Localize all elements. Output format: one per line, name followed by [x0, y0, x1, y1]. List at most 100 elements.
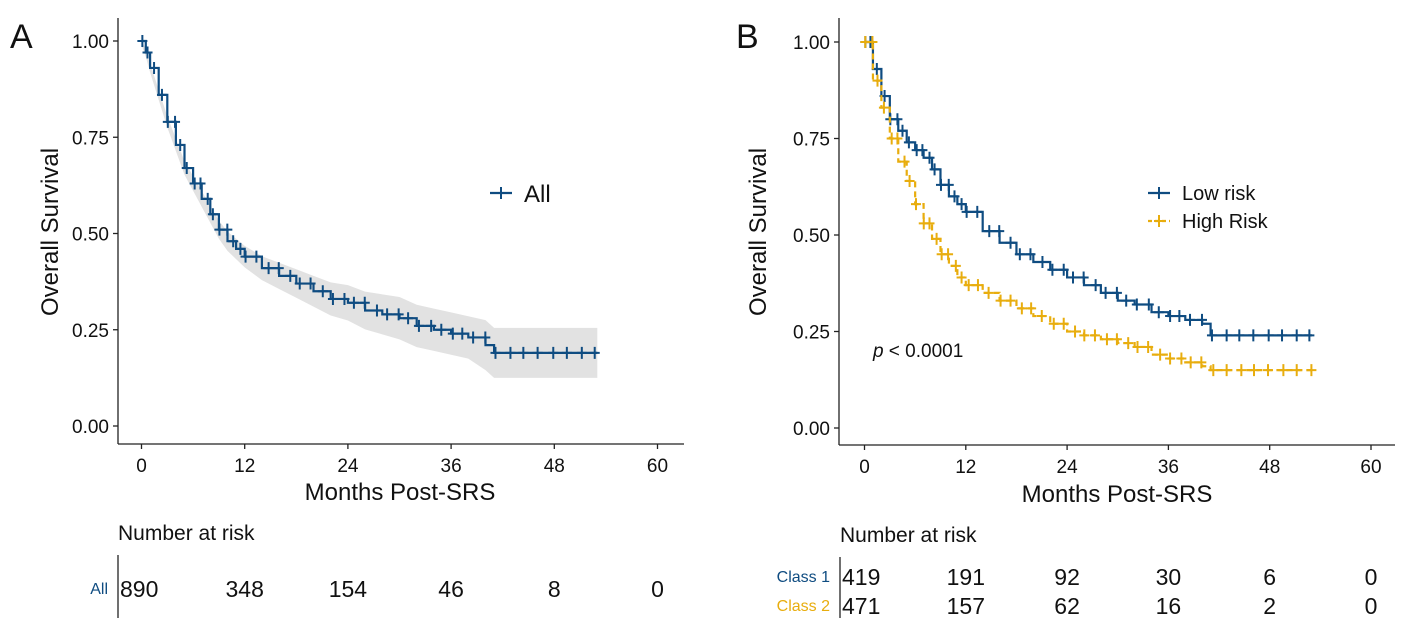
x-tick-label: 36 — [441, 456, 462, 477]
censor-mark — [1047, 263, 1058, 276]
censor-mark — [910, 198, 921, 211]
censor-mark — [1304, 329, 1315, 342]
censor-mark — [950, 259, 961, 272]
y-tick-label: 0.75 — [793, 130, 830, 151]
censor-mark — [1131, 298, 1142, 311]
y-tick-label: 0.25 — [72, 321, 109, 342]
censor-mark — [561, 346, 572, 359]
censor-mark — [490, 346, 501, 359]
censor-mark — [447, 327, 458, 340]
risk-count: 2 — [1263, 593, 1276, 619]
x-tick-label: 12 — [234, 456, 255, 477]
series-high-risk — [860, 36, 1317, 377]
censor-mark — [963, 279, 974, 292]
x-tick-label: 0 — [859, 457, 870, 478]
y-axis-title: Overall Survival — [745, 148, 772, 316]
y-axis-title: Overall Survival — [37, 148, 64, 316]
censor-mark — [327, 292, 338, 305]
censor-mark — [961, 205, 972, 218]
censor-mark — [1278, 364, 1289, 377]
censor-mark — [984, 225, 995, 238]
censor-mark — [949, 190, 960, 203]
p-value-annotation: p < 0.0001 — [872, 341, 963, 362]
censor-mark — [285, 269, 296, 282]
censor-mark — [983, 286, 994, 299]
censor-mark — [137, 35, 148, 47]
risk-count: 154 — [329, 576, 368, 602]
censor-mark — [1079, 329, 1090, 342]
censor-mark — [1090, 279, 1101, 292]
risk-count: 0 — [1365, 593, 1378, 619]
censor-mark — [589, 346, 600, 359]
x-tick-label: 60 — [1360, 457, 1381, 478]
censor-mark — [917, 144, 928, 157]
censor-mark — [1174, 310, 1185, 323]
censor-mark — [348, 296, 359, 309]
risk-count: 0 — [651, 576, 664, 602]
censor-mark — [170, 115, 181, 128]
censor-mark — [1143, 340, 1154, 353]
censor-mark — [317, 285, 328, 298]
x-axis-title: Months Post-SRS — [305, 479, 496, 506]
y-tick-label: 1.00 — [72, 32, 109, 53]
censor-mark — [1058, 263, 1069, 276]
censor-mark — [251, 250, 262, 263]
y-tick-label: 0.25 — [793, 323, 830, 344]
censor-mark — [576, 346, 587, 359]
censor-mark — [195, 177, 206, 190]
censor-mark — [175, 138, 186, 151]
censor-mark — [956, 198, 967, 211]
censor-mark — [1111, 286, 1122, 299]
censor-mark — [1014, 248, 1025, 261]
censor-mark — [403, 312, 414, 325]
censor-mark — [1058, 317, 1069, 330]
censor-mark — [1048, 317, 1059, 330]
x-tick-label: 48 — [1259, 457, 1280, 478]
censor-mark — [1263, 329, 1274, 342]
censor-mark — [892, 132, 903, 145]
risk-count: 157 — [947, 593, 985, 619]
risk-row-label: All — [90, 581, 108, 598]
risk-count: 191 — [947, 564, 985, 590]
legend-item: High Risk — [1148, 211, 1269, 233]
legend-item: All — [490, 181, 551, 208]
censor-mark — [413, 319, 424, 332]
censor-mark — [294, 277, 305, 290]
p-value-text: < 0.0001 — [884, 341, 964, 362]
legend-marker — [1154, 215, 1164, 227]
censor-mark — [1037, 256, 1048, 269]
censor-mark — [1221, 364, 1232, 377]
risk-count: 16 — [1156, 593, 1182, 619]
censor-mark — [457, 327, 468, 340]
risk-count: 471 — [842, 593, 880, 619]
risk-count: 46 — [438, 576, 464, 602]
censor-mark — [1249, 364, 1259, 377]
censor-mark — [393, 308, 404, 321]
censor-mark — [1234, 329, 1245, 342]
y-tick-label: 0.75 — [72, 128, 109, 149]
y-tick-label: 0.50 — [72, 225, 109, 246]
censor-mark — [1248, 329, 1259, 342]
censor-mark — [1221, 329, 1232, 342]
risk-count: 62 — [1054, 593, 1080, 619]
censor-mark — [1263, 364, 1274, 377]
censor-mark — [1132, 340, 1143, 353]
censor-mark — [1016, 302, 1027, 315]
censor-mark — [240, 250, 251, 263]
censor-mark — [382, 308, 393, 321]
censor-mark — [867, 36, 878, 48]
censor-mark — [142, 46, 153, 59]
censor-mark — [149, 61, 160, 74]
censor-mark — [339, 292, 350, 305]
censor-mark — [956, 271, 967, 284]
risk-table-title: Number at risk — [118, 522, 255, 545]
censor-mark — [1165, 310, 1176, 323]
censor-mark — [1036, 310, 1047, 323]
censor-mark — [943, 178, 954, 191]
censor-mark — [899, 155, 910, 168]
censor-mark — [426, 319, 437, 332]
y-tick-label: 0.50 — [793, 226, 830, 247]
censor-mark — [972, 205, 983, 218]
censor-mark — [1111, 333, 1122, 346]
